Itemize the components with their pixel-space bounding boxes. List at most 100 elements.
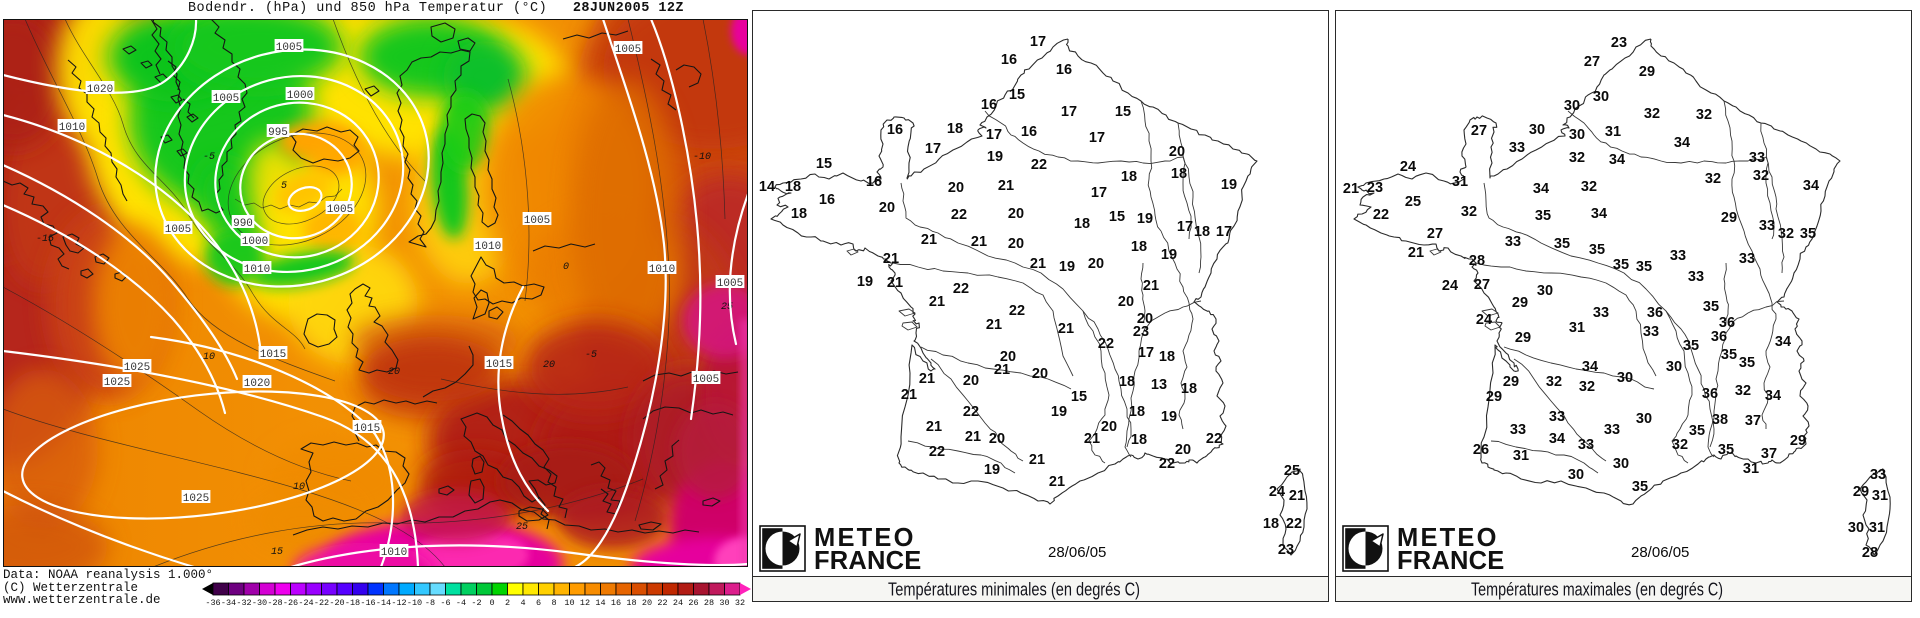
- svg-text:8: 8: [551, 598, 556, 608]
- svg-text:32: 32: [735, 598, 745, 608]
- svg-text:18: 18: [1263, 516, 1279, 532]
- svg-text:1005: 1005: [213, 93, 239, 105]
- svg-text:36: 36: [1702, 386, 1718, 402]
- svg-text:30: 30: [1613, 456, 1629, 472]
- svg-text:33: 33: [1604, 422, 1620, 438]
- svg-text:21: 21: [919, 371, 935, 387]
- svg-text:18: 18: [1074, 216, 1090, 232]
- svg-text:27: 27: [1584, 54, 1600, 70]
- svg-text:22: 22: [963, 404, 979, 420]
- svg-text:31: 31: [1605, 124, 1621, 140]
- svg-text:34: 34: [1765, 388, 1781, 404]
- svg-text:21: 21: [1049, 474, 1065, 490]
- svg-text:28/06/05: 28/06/05: [1048, 544, 1106, 561]
- svg-text:30: 30: [1593, 89, 1609, 105]
- svg-text:33: 33: [1759, 218, 1775, 234]
- svg-text:30: 30: [1666, 359, 1682, 375]
- svg-text:33: 33: [1505, 234, 1521, 250]
- svg-text:22: 22: [953, 281, 969, 297]
- svg-text:32: 32: [1735, 383, 1751, 399]
- svg-text:16: 16: [981, 97, 997, 113]
- svg-text:17: 17: [1138, 345, 1154, 361]
- svg-text:33: 33: [1749, 150, 1765, 166]
- svg-text:FRANCE: FRANCE: [814, 547, 921, 575]
- svg-text:30: 30: [719, 598, 729, 608]
- svg-text:0: 0: [563, 262, 569, 273]
- svg-text:34: 34: [1591, 206, 1607, 222]
- svg-text:-28: -28: [267, 598, 282, 608]
- svg-text:-5: -5: [203, 152, 215, 163]
- svg-text:31: 31: [1869, 520, 1885, 536]
- svg-text:21: 21: [1029, 452, 1045, 468]
- svg-text:34: 34: [1582, 359, 1598, 375]
- svg-text:22: 22: [1286, 516, 1302, 532]
- svg-text:20: 20: [1000, 349, 1016, 365]
- svg-text:17: 17: [1089, 130, 1105, 146]
- svg-text:-24: -24: [298, 598, 313, 608]
- svg-text:-20: -20: [329, 598, 344, 608]
- svg-text:21: 21: [965, 429, 981, 445]
- svg-text:-30: -30: [252, 598, 267, 608]
- svg-text:18: 18: [785, 179, 801, 195]
- svg-text:33: 33: [1670, 248, 1686, 264]
- svg-text:37: 37: [1745, 413, 1761, 429]
- svg-text:-8: -8: [425, 598, 435, 608]
- svg-text:21: 21: [1343, 181, 1359, 197]
- svg-text:16: 16: [887, 122, 903, 138]
- svg-text:29: 29: [1853, 484, 1869, 500]
- svg-text:1005: 1005: [615, 44, 641, 56]
- svg-text:33: 33: [1578, 437, 1594, 453]
- svg-text:18: 18: [791, 206, 807, 222]
- svg-text:21: 21: [971, 234, 987, 250]
- svg-text:32: 32: [1546, 374, 1562, 390]
- svg-text:31: 31: [1569, 320, 1585, 336]
- svg-text:-14: -14: [376, 598, 391, 608]
- svg-text:25: 25: [721, 302, 733, 313]
- svg-text:21: 21: [1289, 488, 1305, 504]
- svg-text:31: 31: [1513, 448, 1529, 464]
- svg-text:25: 25: [516, 522, 528, 533]
- svg-text:15: 15: [271, 547, 283, 558]
- svg-text:33: 33: [1870, 467, 1886, 483]
- svg-text:20: 20: [1101, 419, 1117, 435]
- svg-text:13: 13: [1151, 377, 1167, 393]
- svg-text:-2: -2: [471, 598, 481, 608]
- svg-text:22: 22: [1009, 303, 1025, 319]
- svg-text:4: 4: [520, 598, 525, 608]
- svg-text:35: 35: [1632, 479, 1648, 495]
- svg-text:1005: 1005: [693, 374, 719, 386]
- svg-text:18: 18: [947, 121, 963, 137]
- svg-text:18: 18: [626, 598, 636, 608]
- svg-text:1010: 1010: [244, 264, 270, 276]
- svg-text:19: 19: [987, 149, 1003, 165]
- svg-text:18: 18: [1194, 224, 1210, 240]
- svg-text:33: 33: [1510, 422, 1526, 438]
- svg-text:35: 35: [1554, 236, 1570, 252]
- svg-text:21: 21: [998, 178, 1014, 194]
- svg-text:1010: 1010: [475, 241, 501, 253]
- svg-text:32: 32: [1753, 168, 1769, 184]
- svg-text:25: 25: [1405, 194, 1421, 210]
- svg-text:6: 6: [536, 598, 541, 608]
- svg-text:32: 32: [1644, 106, 1660, 122]
- svg-text:33: 33: [1549, 409, 1565, 425]
- svg-text:24: 24: [1400, 159, 1416, 175]
- svg-text:16: 16: [1056, 62, 1072, 78]
- svg-text:31: 31: [1452, 174, 1468, 190]
- svg-text:33: 33: [1509, 140, 1525, 156]
- svg-text:35: 35: [1739, 355, 1755, 371]
- svg-text:36: 36: [1647, 305, 1663, 321]
- svg-text:20: 20: [879, 200, 895, 216]
- svg-text:35: 35: [1589, 242, 1605, 258]
- svg-text:21: 21: [1030, 256, 1046, 272]
- svg-text:1005: 1005: [165, 224, 191, 236]
- svg-text:29: 29: [1512, 295, 1528, 311]
- svg-text:28/06/05: 28/06/05: [1631, 544, 1689, 561]
- svg-text:15: 15: [1109, 209, 1125, 225]
- svg-text:23: 23: [1367, 180, 1383, 196]
- svg-text:32: 32: [1569, 150, 1585, 166]
- svg-text:17: 17: [1177, 219, 1193, 235]
- svg-text:28: 28: [704, 598, 714, 608]
- svg-text:20: 20: [1088, 256, 1104, 272]
- svg-text:15: 15: [1115, 104, 1131, 120]
